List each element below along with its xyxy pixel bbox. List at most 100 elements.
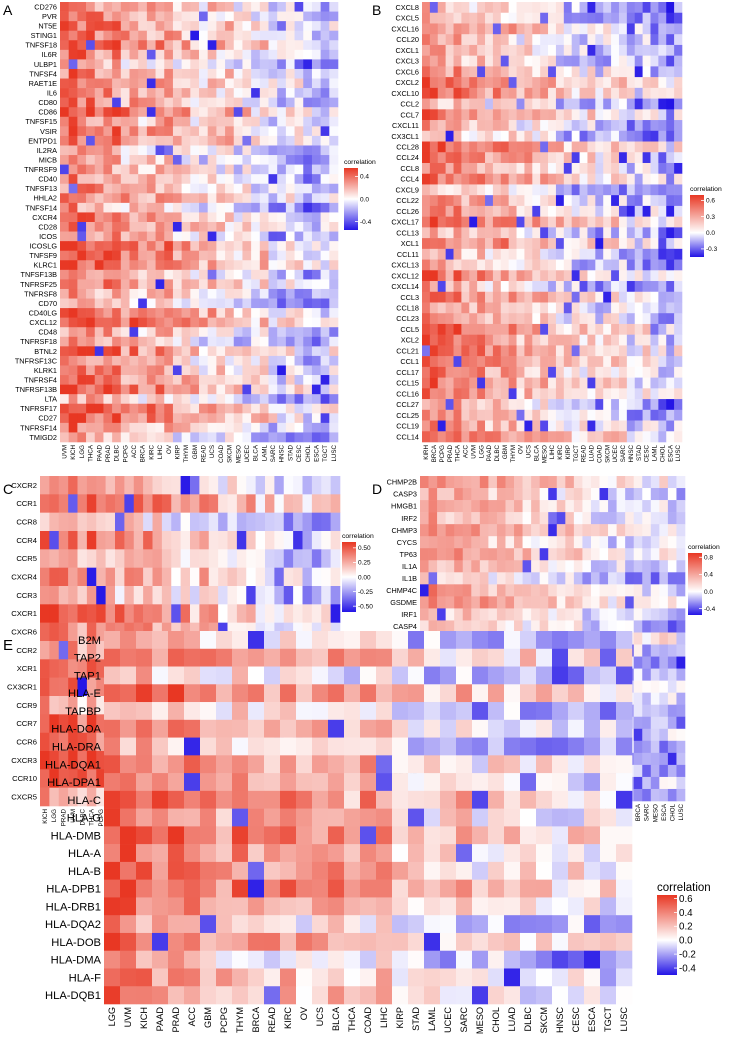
heatmap-cell <box>259 164 269 175</box>
heatmap-cell <box>626 162 636 175</box>
heatmap-cell <box>477 323 486 335</box>
heatmap-cell <box>329 30 339 41</box>
column-label-prad: PRAD <box>105 444 112 462</box>
heatmap-cell <box>437 227 446 239</box>
heatmap-cell <box>600 808 617 827</box>
heatmap-cell <box>330 549 341 568</box>
heatmap-cell <box>500 270 509 282</box>
heatmap-cell <box>264 737 281 756</box>
heatmap-cell <box>618 184 628 196</box>
heatmap-cell <box>207 145 217 156</box>
heatmap-cell <box>96 531 106 550</box>
heatmap-cell <box>634 291 643 303</box>
heatmap-cell <box>428 620 438 633</box>
heatmap-cell <box>524 420 533 432</box>
heatmap-cell <box>68 714 78 733</box>
heatmap-cell <box>440 702 457 721</box>
heatmap-cell <box>86 202 96 213</box>
heatmap-cell <box>540 162 549 175</box>
heatmap-cell <box>60 212 69 223</box>
heatmap-cell <box>181 231 191 242</box>
heatmap-cell <box>283 549 294 568</box>
heatmap-cell <box>642 488 652 501</box>
heatmap-cell <box>658 248 667 260</box>
heatmap-cell <box>492 2 502 14</box>
heatmap-cell <box>277 327 287 338</box>
heatmap-cell <box>471 524 481 537</box>
heatmap-cell <box>579 356 588 368</box>
heatmap-cell <box>508 356 517 368</box>
heatmap-cell <box>146 78 156 89</box>
heatmap-cell <box>539 512 549 525</box>
heatmap-cell <box>492 87 502 99</box>
heatmap-cell <box>296 790 313 809</box>
heatmap-cell <box>618 162 628 175</box>
heatmap-cell <box>392 826 409 845</box>
heatmap-cell <box>77 622 88 642</box>
heatmap-cell <box>329 298 339 309</box>
heatmap-cell <box>77 714 88 733</box>
heatmap-cell <box>216 346 226 357</box>
heatmap-cell <box>171 549 181 568</box>
heatmap-cell <box>485 248 494 260</box>
row-label-cxcl6: CXCL6 <box>395 67 419 76</box>
row-label-ccl20: CCL20 <box>396 35 419 44</box>
heatmap-cell <box>311 212 321 223</box>
legend-tick-label: -0.25 <box>358 589 373 596</box>
heatmap-cell <box>650 596 660 609</box>
heatmap-cell <box>508 184 517 196</box>
heatmap-cell <box>485 34 494 46</box>
heatmap-cell <box>548 399 557 411</box>
heatmap-cell <box>77 677 88 697</box>
heatmap-cell <box>136 861 153 880</box>
heatmap-cell <box>120 107 130 118</box>
heatmap-cell <box>199 531 210 550</box>
heatmap-cell <box>462 500 472 513</box>
heatmap-cell <box>259 403 269 414</box>
heatmap-cell <box>329 174 339 185</box>
heatmap-cell <box>242 250 252 261</box>
heatmap-cell <box>437 548 446 561</box>
heatmap-cell <box>666 77 675 89</box>
heatmap-cell <box>422 141 431 153</box>
heatmap-cell <box>129 30 139 41</box>
heatmap-cell <box>60 78 69 89</box>
heatmap-cell <box>422 259 431 271</box>
row-label-ccl8: CCL8 <box>400 164 419 173</box>
heatmap-cell <box>161 494 172 513</box>
column-label-stad: STAD <box>287 444 294 461</box>
heatmap-cell <box>246 476 256 495</box>
column-label-brca: BRCA <box>431 444 438 462</box>
heatmap-cell <box>268 107 278 118</box>
heatmap-cell <box>603 420 612 432</box>
heatmap-cell <box>524 366 533 378</box>
row-label-cxcr5: CXCR5 <box>11 793 37 802</box>
heatmap-cell <box>124 549 135 568</box>
heatmap-cell <box>216 40 226 51</box>
heatmap-cell <box>440 719 457 738</box>
heatmap-cell <box>303 59 313 70</box>
heatmap-cell <box>96 549 106 568</box>
heatmap-cell <box>94 231 104 242</box>
heatmap-cell <box>146 193 156 204</box>
heatmap-cell <box>58 696 69 715</box>
heatmap-cell <box>477 399 486 411</box>
heatmap-cell <box>216 365 226 376</box>
heatmap-cell <box>303 308 313 318</box>
heatmap-cell <box>376 790 393 809</box>
heatmap-cell <box>642 788 652 802</box>
heatmap-cell <box>611 291 620 303</box>
heatmap-cell <box>555 388 565 400</box>
heatmap-cell <box>437 248 446 260</box>
heatmap-cell <box>573 548 583 561</box>
heatmap-cell <box>492 162 502 175</box>
heatmap-cell <box>216 241 226 251</box>
heatmap-cell <box>650 238 659 250</box>
column-label-pcpg: PCPG <box>98 809 105 827</box>
row-label-cxcr2: CXCR2 <box>11 481 37 490</box>
heatmap-cell <box>634 98 643 110</box>
heatmap-cell <box>579 259 588 271</box>
heatmap-cell <box>485 431 494 443</box>
heatmap-cell <box>138 212 148 223</box>
heatmap-cell <box>181 40 191 51</box>
